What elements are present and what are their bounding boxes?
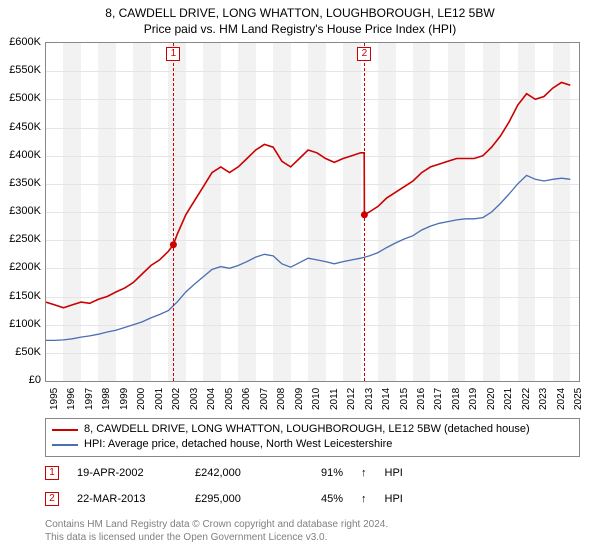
- sale-marker-2: 2: [45, 492, 59, 506]
- legend-label-2: HPI: Average price, detached house, Nort…: [84, 437, 392, 452]
- sale-pct-2: 45%: [303, 493, 343, 505]
- xtick-label: 2014: [381, 388, 392, 410]
- sale-price-1: £242,000: [195, 467, 285, 479]
- marker-box: 2: [357, 47, 371, 61]
- sale-suffix-2: HPI: [385, 493, 403, 505]
- chart-svg: [46, 43, 579, 381]
- ytick-label: £200K: [0, 261, 41, 273]
- xtick-label: 2013: [364, 388, 375, 410]
- marker-line: [364, 43, 365, 381]
- xtick-label: 2010: [311, 388, 322, 410]
- xtick-label: 2006: [241, 388, 252, 410]
- sale-marker-1: 1: [45, 466, 59, 480]
- xtick-label: 2002: [171, 388, 182, 410]
- sale-pct-1: 91%: [303, 467, 343, 479]
- xtick-label: 2024: [556, 388, 567, 410]
- xtick-label: 2016: [416, 388, 427, 410]
- legend-swatch-2: [52, 444, 78, 446]
- marker-box: 1: [166, 47, 180, 61]
- ytick-label: £50K: [0, 346, 41, 358]
- arrow-up-icon: ↑: [361, 493, 367, 505]
- xtick-label: 2004: [206, 388, 217, 410]
- series-hpi: [46, 175, 570, 340]
- xtick-label: 2009: [294, 388, 305, 410]
- xtick-label: 2017: [433, 388, 444, 410]
- ytick-label: £150K: [0, 290, 41, 302]
- ytick-label: £400K: [0, 149, 41, 161]
- xtick-label: 2012: [346, 388, 357, 410]
- xtick-label: 2008: [276, 388, 287, 410]
- xtick-label: 2001: [154, 388, 165, 410]
- xtick-label: 2023: [538, 388, 549, 410]
- sale-row-1: 1 19-APR-2002 £242,000 91% ↑ HPI: [45, 466, 580, 480]
- xtick-label: 2005: [224, 388, 235, 410]
- xtick-label: 2007: [259, 388, 270, 410]
- legend-label-1: 8, CAWDELL DRIVE, LONG WHATTON, LOUGHBOR…: [84, 422, 530, 437]
- xtick-label: 2003: [189, 388, 200, 410]
- xtick-label: 2021: [503, 388, 514, 410]
- attribution-line-2: This data is licensed under the Open Gov…: [45, 531, 580, 544]
- attribution-line-1: Contains HM Land Registry data © Crown c…: [45, 518, 580, 531]
- marker-line: [173, 43, 174, 381]
- sale-date-2: 22-MAR-2013: [77, 493, 177, 505]
- legend-row-1: 8, CAWDELL DRIVE, LONG WHATTON, LOUGHBOR…: [52, 422, 573, 437]
- ytick-label: £300K: [0, 205, 41, 217]
- title-line-2: Price paid vs. HM Land Registry's House …: [0, 22, 600, 38]
- ytick-label: £0: [0, 374, 41, 386]
- series-property: [46, 82, 570, 307]
- xtick-label: 2019: [468, 388, 479, 410]
- legend-row-2: HPI: Average price, detached house, Nort…: [52, 437, 573, 452]
- attribution: Contains HM Land Registry data © Crown c…: [45, 518, 580, 544]
- ytick-label: £350K: [0, 177, 41, 189]
- sale-suffix-1: HPI: [385, 467, 403, 479]
- legend: 8, CAWDELL DRIVE, LONG WHATTON, LOUGHBOR…: [45, 418, 580, 457]
- ytick-label: £600K: [0, 36, 41, 48]
- xtick-label: 1997: [84, 388, 95, 410]
- chart-plot-area: 12: [45, 42, 580, 382]
- sale-row-2: 2 22-MAR-2013 £295,000 45% ↑ HPI: [45, 492, 580, 506]
- xtick-label: 2018: [451, 388, 462, 410]
- xtick-label: 1998: [101, 388, 112, 410]
- ytick-label: £500K: [0, 92, 41, 104]
- arrow-up-icon: ↑: [361, 467, 367, 479]
- xtick-label: 2015: [399, 388, 410, 410]
- xtick-label: 1999: [119, 388, 130, 410]
- xtick-label: 2000: [136, 388, 147, 410]
- sale-date-1: 19-APR-2002: [77, 467, 177, 479]
- ytick-label: £250K: [0, 233, 41, 245]
- xtick-label: 2020: [486, 388, 497, 410]
- ytick-label: £550K: [0, 64, 41, 76]
- xtick-label: 2025: [573, 388, 584, 410]
- xtick-label: 2022: [521, 388, 532, 410]
- xtick-label: 1996: [66, 388, 77, 410]
- legend-swatch-1: [52, 429, 78, 431]
- title-line-1: 8, CAWDELL DRIVE, LONG WHATTON, LOUGHBOR…: [0, 0, 600, 22]
- xtick-label: 1995: [49, 388, 60, 410]
- ytick-label: £450K: [0, 121, 41, 133]
- xtick-label: 2011: [329, 388, 340, 410]
- sale-price-2: £295,000: [195, 493, 285, 505]
- ytick-label: £100K: [0, 318, 41, 330]
